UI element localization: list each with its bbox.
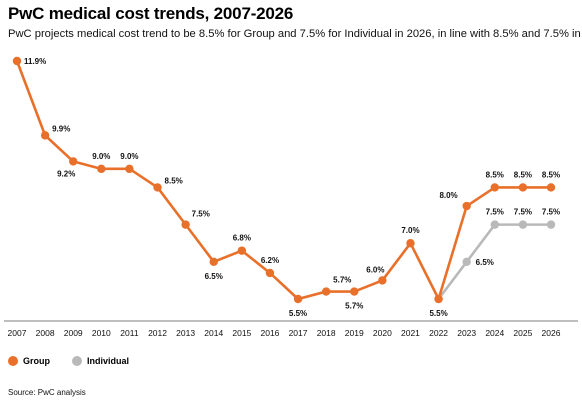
data-label-group-2022: 5.5%: [429, 309, 447, 318]
data-label-group-2015: 6.8%: [233, 234, 251, 243]
point-group-2013: [181, 220, 190, 229]
x-tick-label-2020: 2020: [373, 328, 392, 338]
point-group-2018: [321, 287, 331, 296]
point-group-2020: [378, 276, 387, 285]
point-group-2014: [209, 257, 218, 267]
legend-group-swatch: [8, 356, 18, 366]
data-label-group-2024: 8.5%: [486, 170, 504, 179]
point-group-2024: [490, 183, 499, 192]
point-individual-2023: [462, 257, 471, 267]
point-group-2009: [69, 157, 78, 166]
data-label-group-2010: 9.0%: [92, 152, 110, 161]
point-group-2019: [350, 287, 359, 296]
x-tick-label-2017: 2017: [289, 328, 308, 338]
point-group-2023: [462, 201, 471, 211]
point-group-2012: [153, 183, 162, 192]
x-tick-label-2011: 2011: [120, 328, 139, 338]
source-note: Source: PwC analysis: [8, 388, 86, 397]
point-group-2016: [265, 268, 275, 278]
x-tick-label-2010: 2010: [92, 328, 111, 338]
data-label-individual-2025: 7.5%: [514, 208, 532, 217]
data-label-group-2017: 5.5%: [289, 309, 307, 318]
data-label-group-2008: 9.9%: [52, 124, 70, 133]
x-tick-label-2008: 2008: [36, 328, 55, 338]
x-tick-label-2023: 2023: [457, 328, 476, 338]
point-group-2017: [293, 294, 303, 304]
chart-title: PwC medical cost trends, 2007-2026: [8, 4, 294, 23]
point-group-2010: [97, 164, 106, 174]
point-group-2021: [406, 239, 415, 248]
x-tick-label-2014: 2014: [204, 328, 223, 338]
data-label-group-2013: 7.5%: [192, 210, 210, 219]
point-group-2026: [546, 183, 556, 192]
x-tick-label-2025: 2025: [513, 328, 532, 338]
data-label-group-2021: 7.0%: [401, 226, 419, 235]
x-tick-label-2007: 2007: [8, 328, 27, 338]
x-tick-label-2022: 2022: [429, 328, 448, 338]
x-tick-label-2015: 2015: [232, 328, 251, 338]
point-individual-2025: [518, 220, 528, 229]
data-label-group-2020: 6.0%: [366, 265, 384, 274]
data-label-group-2009: 9.2%: [57, 169, 75, 178]
series-lines: [15, 60, 551, 301]
data-label-group-2012: 8.5%: [165, 176, 183, 185]
data-labels: 11.9% 9.9% 9.2% 9.0% 9.0% 8.5% 7.5% 6.5% 6.8% 6.2…: [24, 57, 560, 318]
point-group-2025: [518, 183, 528, 192]
x-tick-label-2012: 2012: [148, 328, 167, 338]
data-label-group-2018: 5.7%: [333, 276, 351, 285]
data-label-group-2011: 9.0%: [120, 152, 138, 161]
point-group-2015: [237, 246, 247, 255]
legend-individual-swatch: [72, 356, 82, 366]
chart-subtitle: PwC projects medical cost trend to be 8.…: [8, 28, 582, 40]
point-group-2022: [434, 294, 443, 304]
x-tick-label-2016: 2016: [260, 328, 279, 338]
x-tick-label-2013: 2013: [176, 328, 195, 338]
x-tick-label-2009: 2009: [64, 328, 83, 338]
point-individual-2026: [546, 220, 556, 229]
series-line-group: [15, 60, 551, 301]
x-tick-label-2026: 2026: [542, 328, 561, 338]
point-individual-2024: [490, 220, 499, 229]
legend: Group Individual: [8, 356, 129, 366]
data-label-group-2007: 11.9%: [24, 57, 46, 66]
x-tick-label-2018: 2018: [317, 328, 336, 338]
data-label-group-2025: 8.5%: [514, 170, 532, 179]
data-label-group-2019: 5.7%: [345, 302, 363, 311]
legend-item-individual: Individual: [72, 356, 129, 366]
legend-item-group: Group: [8, 356, 50, 366]
series-points: [12, 56, 556, 304]
data-label-individual-2023: 6.5%: [476, 258, 494, 267]
x-tick-label-2019: 2019: [345, 328, 364, 338]
data-label-individual-2026: 7.5%: [542, 208, 560, 217]
data-label-group-2014: 6.5%: [205, 272, 223, 281]
data-label-individual-2024: 7.5%: [486, 208, 504, 217]
point-group-2007: [12, 56, 22, 66]
series-line-individual: [437, 223, 551, 300]
data-label-group-2026: 8.5%: [542, 170, 560, 179]
data-label-group-2016: 6.2%: [261, 256, 279, 265]
x-tick-label-2021: 2021: [401, 328, 420, 338]
legend-group-label: Group: [23, 356, 50, 366]
legend-individual-label: Individual: [87, 356, 130, 366]
x-tick-label-2024: 2024: [485, 328, 504, 338]
point-group-2008: [40, 131, 50, 140]
point-group-2011: [125, 164, 134, 174]
data-label-group-2023: 8.0%: [439, 191, 457, 200]
x-tick-labels: 2007 2008 2009 2010 2011 2012 2013 2014 2015 2016…: [8, 328, 561, 338]
